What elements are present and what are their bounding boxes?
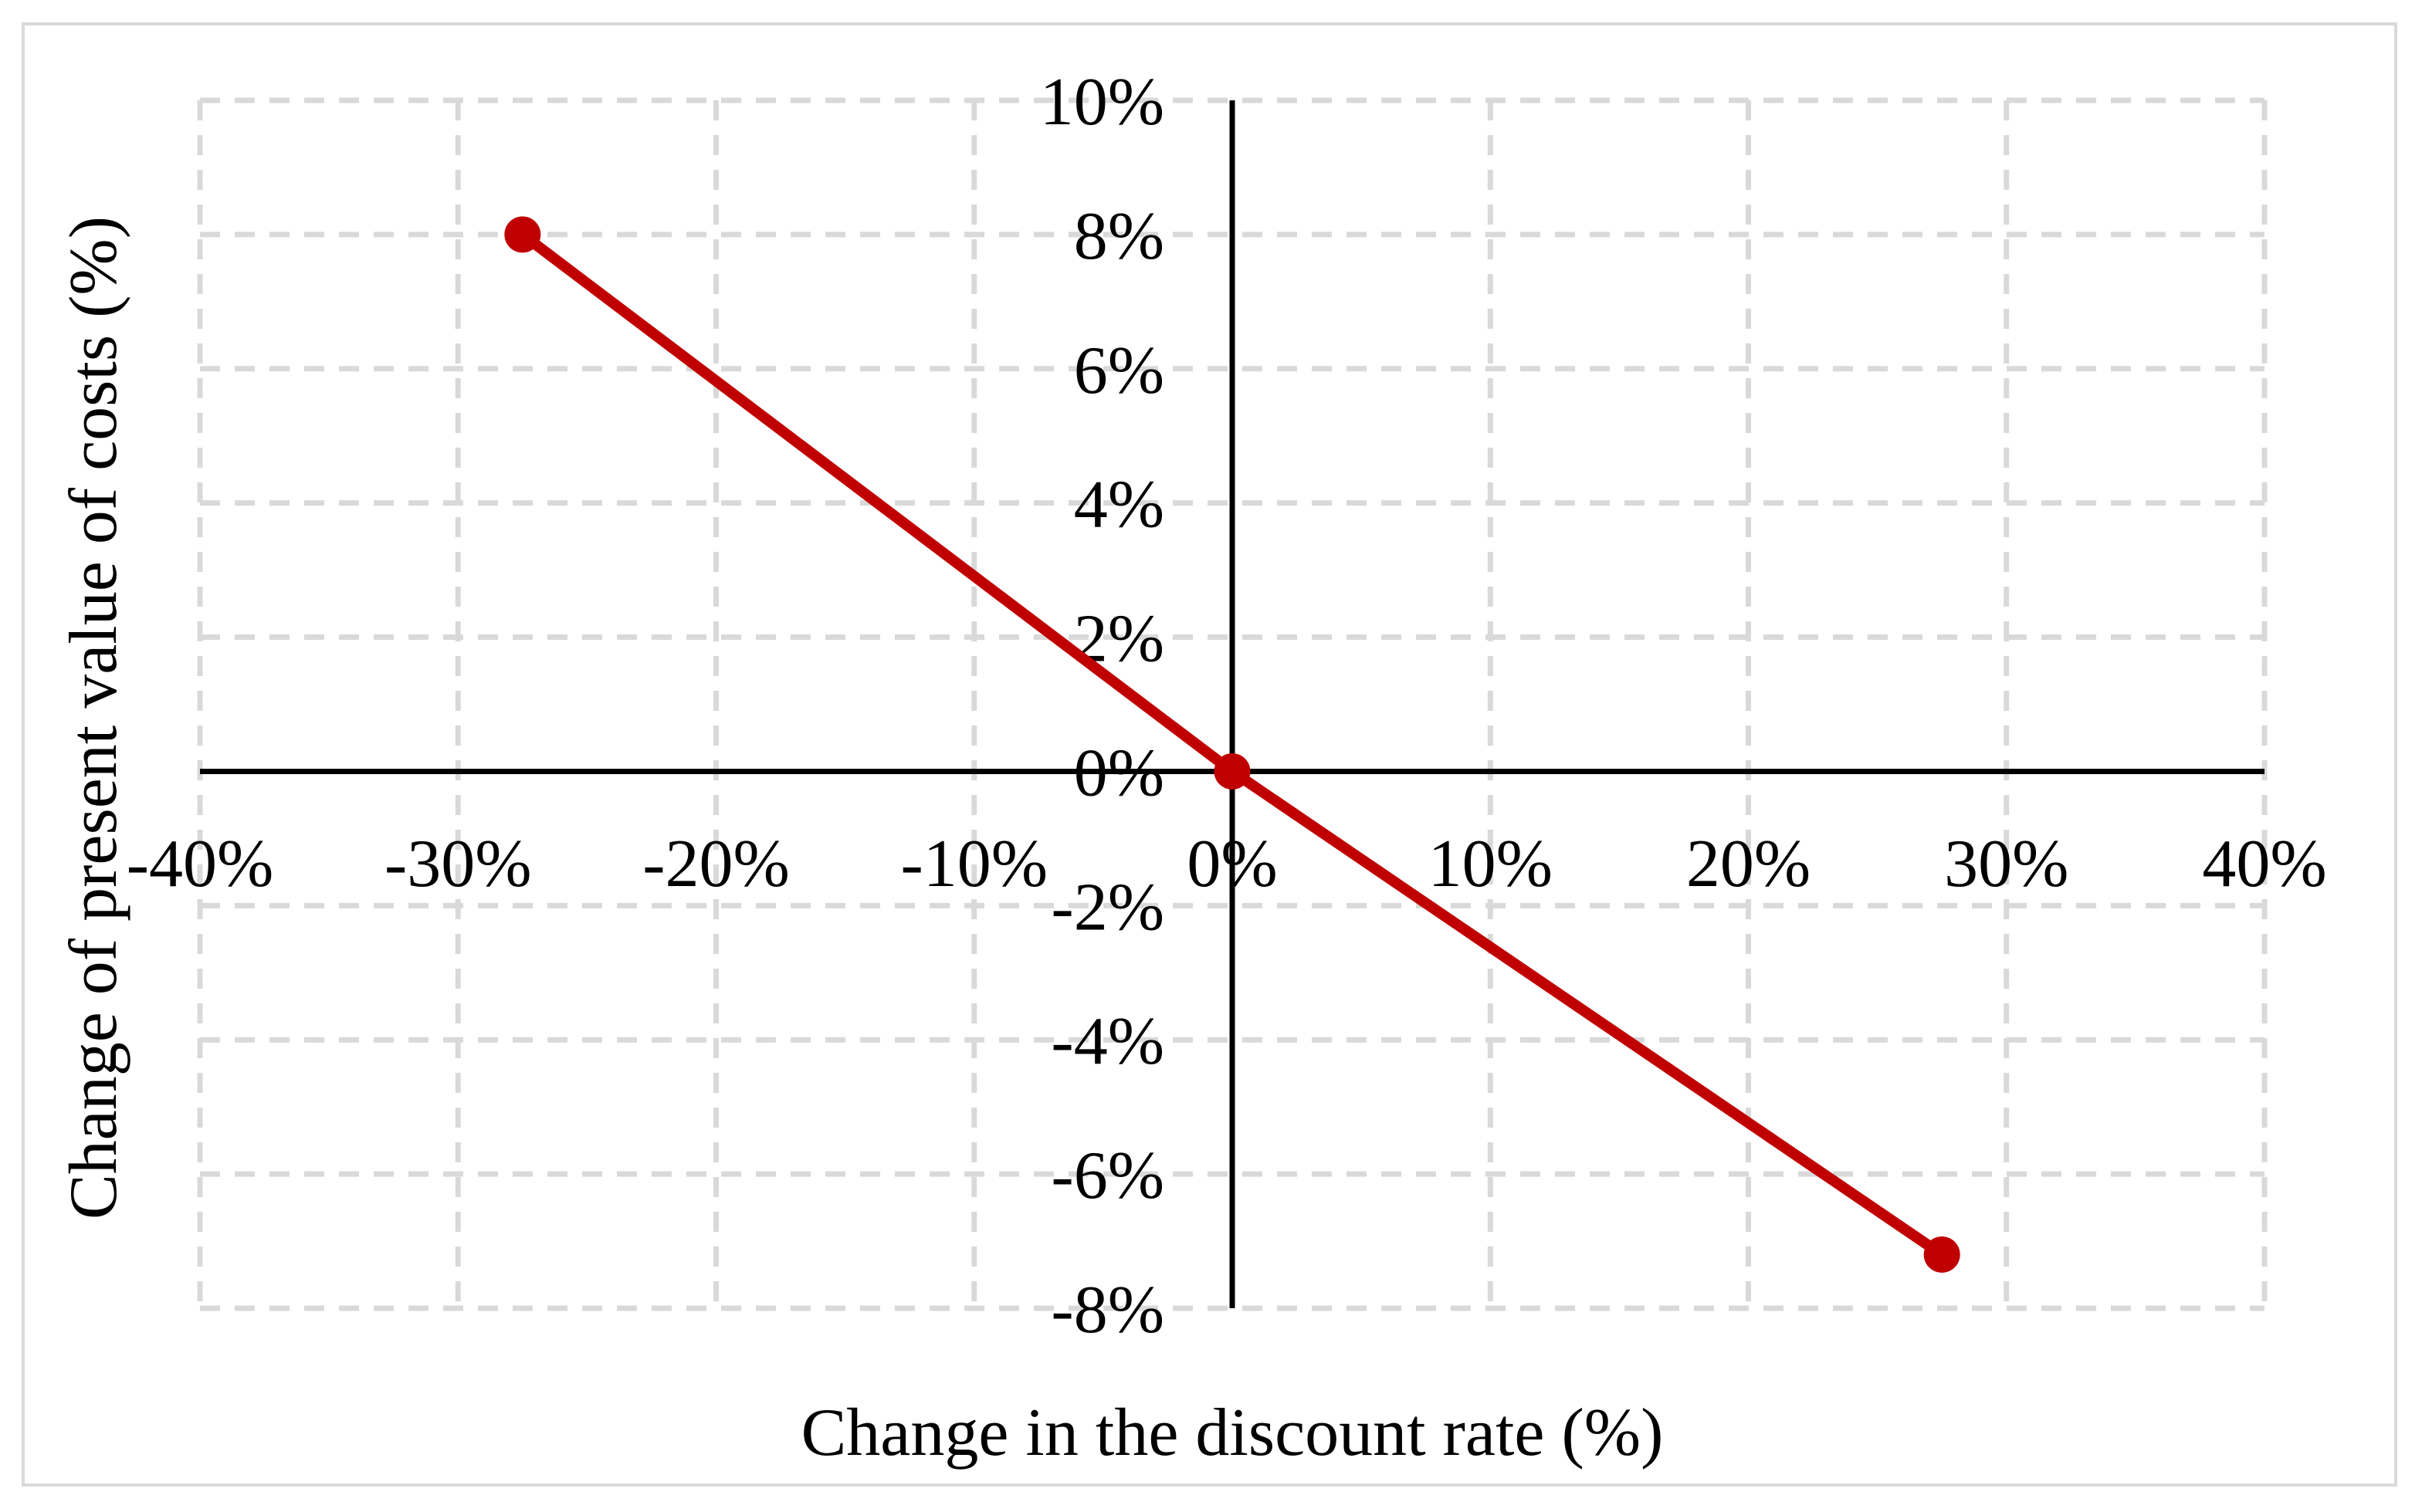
x-tick-label: 30% bbox=[1944, 827, 2068, 901]
y-tick-label: -6% bbox=[1051, 1138, 1164, 1213]
y-tick-label: -4% bbox=[1051, 1004, 1164, 1079]
y-tick-label: -2% bbox=[1051, 870, 1164, 945]
x-tick-label: 10% bbox=[1428, 827, 1553, 901]
x-tick-label: -10% bbox=[900, 827, 1048, 901]
y-tick-label: 4% bbox=[1074, 468, 1164, 543]
y-tick-label: 6% bbox=[1074, 333, 1164, 408]
x-tick-label: -20% bbox=[642, 827, 790, 901]
axes-group bbox=[200, 100, 2264, 1308]
x-tick-label: 20% bbox=[1686, 827, 1811, 901]
y-tick-label: 10% bbox=[1040, 65, 1164, 140]
y-tick-label: -8% bbox=[1051, 1273, 1164, 1348]
y-tick-label: 0% bbox=[1074, 736, 1164, 810]
data-series-group bbox=[504, 216, 1960, 1273]
data-point-marker bbox=[1214, 753, 1251, 790]
chart-border bbox=[22, 22, 2397, 1487]
data-point-marker bbox=[504, 216, 541, 253]
x-tick-label: 0% bbox=[1187, 827, 1277, 901]
x-tick-label: -40% bbox=[127, 827, 274, 901]
x-axis-tick-labels: -40% -30% -20% -10% 0% 10% 20% 30% 40% bbox=[127, 827, 2327, 901]
y-axis-title: Change of present value of costs (%) bbox=[56, 216, 131, 1219]
x-tick-label: -30% bbox=[384, 827, 532, 901]
y-axis-tick-labels: 10%8%6%4%2%0%-2%-4%-6%-8% bbox=[1040, 65, 1164, 1348]
x-axis-title: Change in the discount rate (%) bbox=[801, 1395, 1664, 1470]
data-point-marker bbox=[1923, 1236, 1960, 1273]
x-tick-label: 40% bbox=[2202, 827, 2326, 901]
y-tick-label: 8% bbox=[1074, 199, 1164, 274]
